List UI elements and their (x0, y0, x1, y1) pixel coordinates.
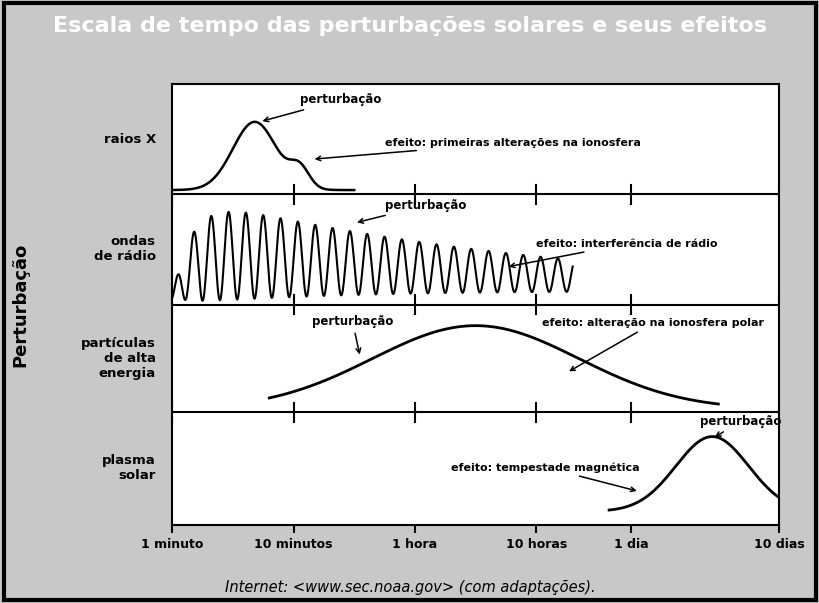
Text: ondas
de rádio: ondas de rádio (93, 236, 156, 264)
Text: raios X: raios X (103, 133, 156, 146)
Text: partículas
de alta
energia: partículas de alta energia (81, 337, 156, 380)
Text: perturbação: perturbação (264, 93, 381, 122)
Text: Internet: <www.sec.noaa.gov> (com adaptações).: Internet: <www.sec.noaa.gov> (com adapta… (224, 581, 595, 595)
Text: efeito: primeiras alterações na ionosfera: efeito: primeiras alterações na ionosfer… (316, 137, 640, 161)
Text: efeito: alteração na ionosfera polar: efeito: alteração na ionosfera polar (541, 318, 763, 370)
Text: efeito: tempestade magnética: efeito: tempestade magnética (450, 462, 639, 491)
Text: Escala de tempo das perturbações solares e seus efeitos: Escala de tempo das perturbações solares… (53, 16, 766, 36)
Text: Perturbação: Perturbação (11, 242, 29, 367)
Text: perturbação: perturbação (311, 315, 392, 353)
Text: perturbação: perturbação (699, 415, 781, 437)
Text: perturbação: perturbação (358, 199, 465, 223)
Text: plasma
solar: plasma solar (102, 455, 156, 482)
Text: efeito: interferência de rádio: efeito: interferência de rádio (509, 239, 717, 268)
